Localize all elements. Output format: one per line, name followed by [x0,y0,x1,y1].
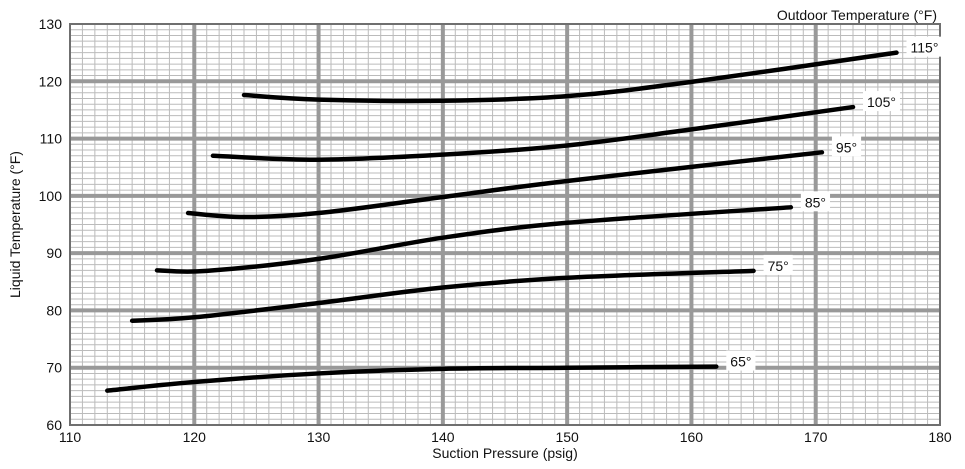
y-tick-label: 70 [46,360,62,376]
series-labels: 65° 75° 85° 95° 105° 115° [726,36,943,371]
series-label-background [763,254,793,275]
series-label-background [906,36,943,57]
series-line-3 [154,205,794,274]
y-tick-label: 100 [39,188,63,204]
series-label: 65° [730,354,751,370]
y-axis-title: Liquid Temperature (°F) [7,151,23,298]
series-label-background [863,91,900,112]
series-label: 115° [911,40,939,56]
x-tick-label: 120 [183,429,207,445]
x-tick-label: 110 [59,429,82,445]
y-tick-label: 120 [39,73,63,89]
series-label-background [726,350,756,371]
legend-title: Outdoor Temperature (°F) [777,7,937,23]
minor-grid [70,24,940,425]
y-axis-ticks: 60 70 80 90 100 110 120 130 [39,16,63,433]
x-tick-label: 150 [555,429,579,445]
series-lines [105,50,899,393]
x-tick-label: 140 [431,429,455,445]
x-axis-title: Suction Pressure (psig) [432,445,578,461]
series-line-2 [129,268,756,323]
series-label: 105° [867,94,896,110]
y-tick-label: 110 [40,131,63,147]
series-label: 75° [768,258,789,274]
plot-frame [69,23,941,426]
x-tick-label: 170 [804,429,828,445]
series-label: 95° [836,139,857,155]
x-tick-label: 180 [928,429,952,445]
series-label-background [800,191,831,212]
series-line-4 [185,150,825,220]
x-tick-label: 160 [680,429,704,445]
series-label: 85° [805,194,826,210]
x-tick-label: 130 [307,429,331,445]
y-tick-label: 130 [39,16,63,32]
series-label-background [831,136,862,157]
series-line-5 [210,104,856,163]
y-tick-label: 80 [46,302,62,318]
y-tick-label: 90 [46,245,62,261]
series-line-1 [105,364,719,393]
series-line-6 [241,50,899,104]
x-axis-ticks: 110 120 130 140 150 160 170 180 [59,429,952,445]
y-tick-label: 60 [46,417,62,433]
